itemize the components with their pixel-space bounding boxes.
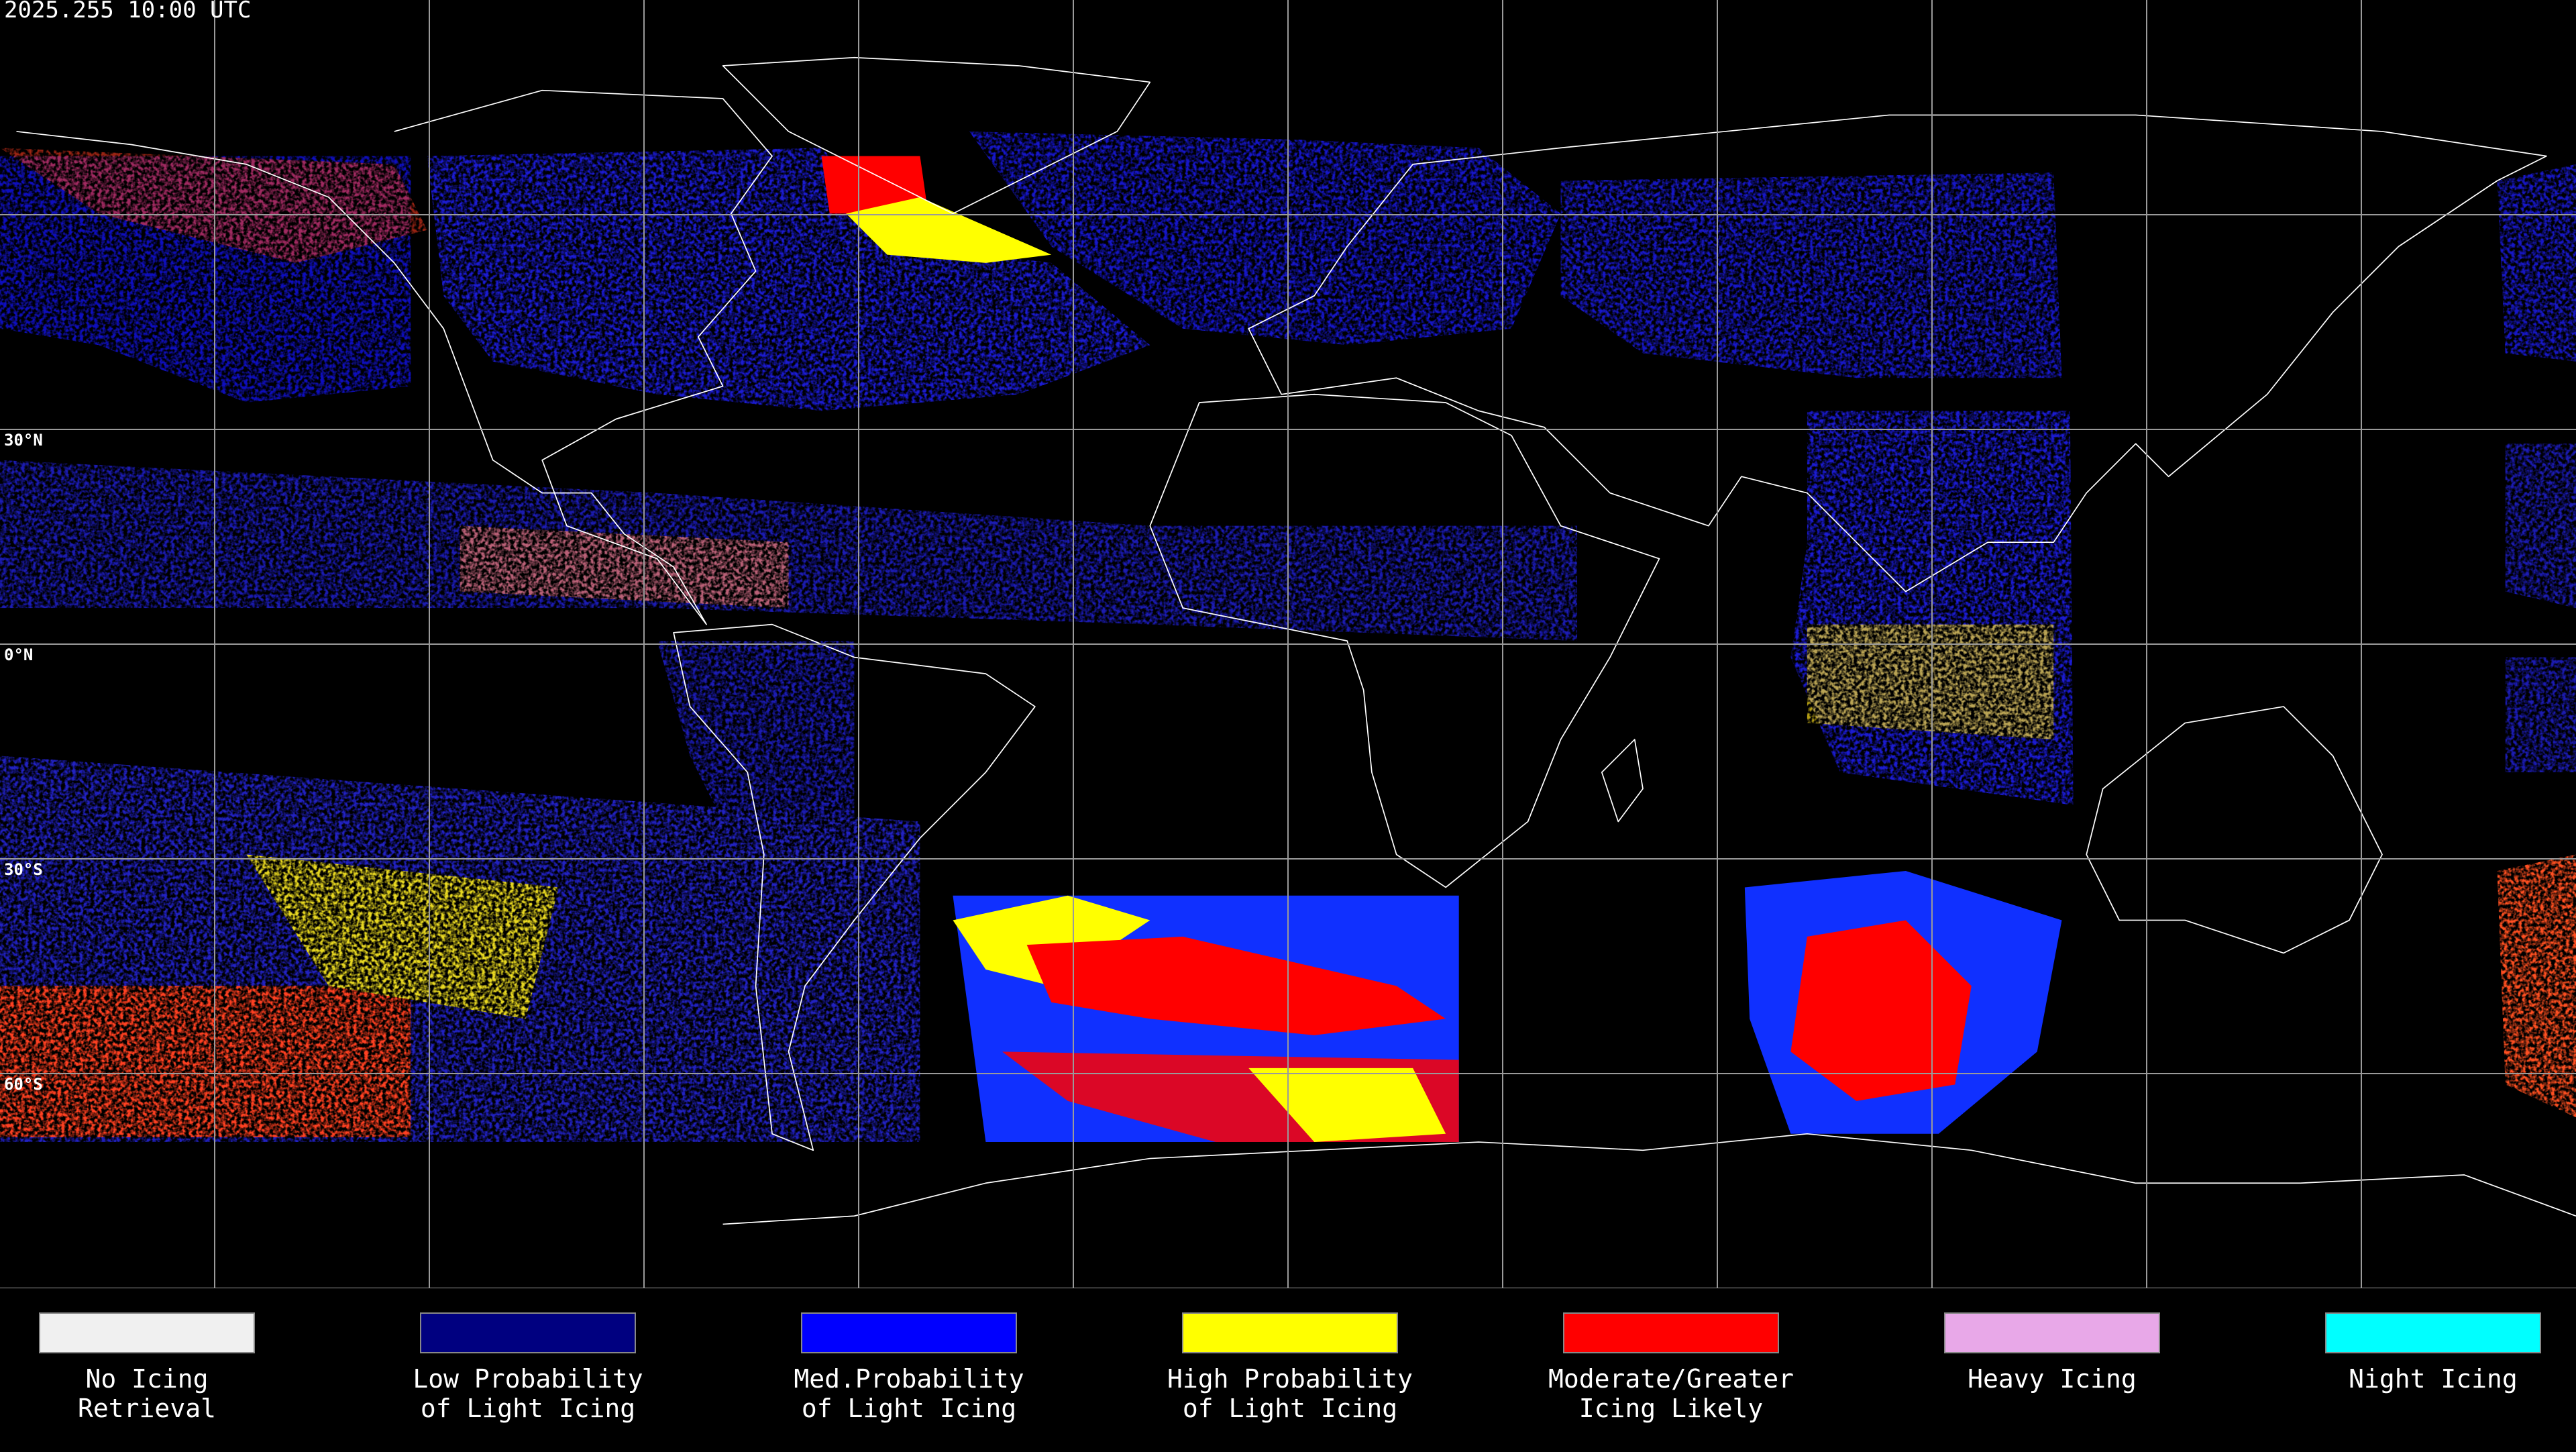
legend-label: of Light Icing xyxy=(802,1394,1016,1423)
coastline xyxy=(16,89,773,625)
icing-texture xyxy=(0,131,2576,1143)
icing-area xyxy=(1560,172,2062,378)
legend-swatch xyxy=(1182,1312,1398,1353)
latitude-label: 60°S xyxy=(4,1075,43,1094)
legend-swatch xyxy=(801,1312,1017,1353)
icing-area xyxy=(821,156,928,214)
icing-area xyxy=(1807,624,2054,740)
icing-area xyxy=(0,986,411,1137)
icing-area xyxy=(657,641,855,855)
icing-area xyxy=(2497,164,2576,362)
latitude-label: 30°N xyxy=(4,431,43,450)
legend-label: Retrieval xyxy=(78,1394,216,1423)
coastline xyxy=(1601,739,1644,823)
legend-swatch xyxy=(2325,1312,2541,1353)
coastline xyxy=(722,1133,2576,1225)
icing-area xyxy=(953,895,1150,986)
coastline xyxy=(673,623,1036,1151)
legend-swatch xyxy=(39,1312,255,1353)
icing-area xyxy=(246,854,559,1019)
icing-area xyxy=(427,148,1150,411)
legend-label: Icing Likely xyxy=(1579,1394,1764,1423)
coastlines xyxy=(16,56,2576,1225)
legend-label: High Probability xyxy=(1167,1364,1413,1394)
legend-swatch xyxy=(1944,1312,2160,1353)
latitude-label: 0°N xyxy=(4,645,33,664)
icing-area xyxy=(969,131,1561,346)
icing-area xyxy=(2505,657,2576,773)
icing-area xyxy=(460,525,789,609)
timestamp: 2025.255 10:00 UTC xyxy=(4,0,251,23)
legend-label: Low Probability xyxy=(413,1364,643,1394)
legend-label: No Icing xyxy=(85,1364,208,1394)
legend-label: Heavy Icing xyxy=(1968,1364,2137,1394)
coastline xyxy=(722,56,1151,215)
latitude-label: 30°S xyxy=(4,860,43,879)
icing-area xyxy=(0,148,427,263)
icing-area xyxy=(846,197,1052,263)
coastline xyxy=(2086,706,2383,954)
legend-label: Night Icing xyxy=(2349,1364,2518,1394)
legend-label: of Light Icing xyxy=(421,1394,635,1423)
legend-label: of Light Icing xyxy=(1183,1394,1397,1423)
legend-swatch xyxy=(1563,1312,1779,1353)
legend-swatch xyxy=(420,1312,636,1353)
legend-label: Moderate/Greater xyxy=(1548,1364,1794,1394)
legend-label: Med.Probability xyxy=(794,1364,1024,1394)
icing-area xyxy=(1248,1068,1446,1143)
coastline xyxy=(1248,114,2547,592)
icing-fields xyxy=(0,56,2576,1225)
icing-area xyxy=(2505,444,2576,609)
icing-area xyxy=(1790,920,1972,1101)
icing-area xyxy=(2497,854,2576,1118)
icing-area xyxy=(1026,936,1446,1035)
